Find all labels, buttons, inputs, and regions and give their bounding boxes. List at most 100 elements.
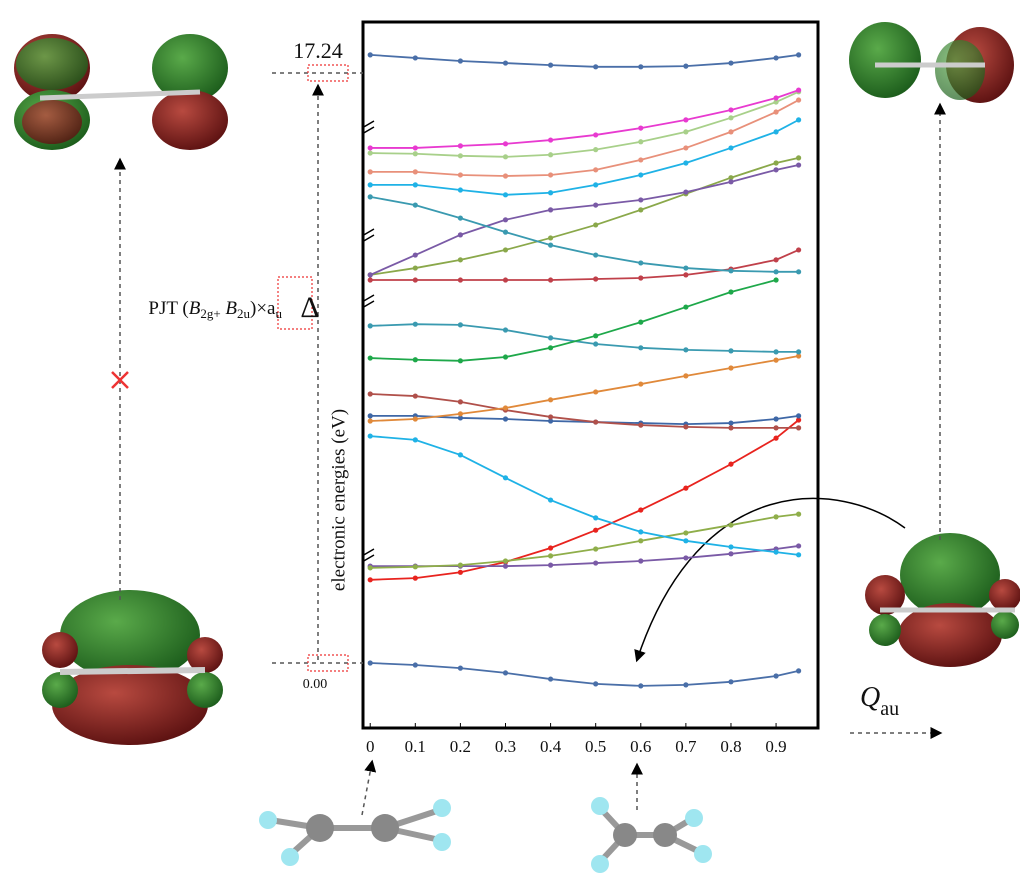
data-point bbox=[503, 670, 508, 675]
data-point bbox=[458, 58, 463, 63]
x-tick-label: 0.3 bbox=[495, 737, 516, 756]
series-line bbox=[370, 158, 798, 275]
data-point bbox=[728, 129, 733, 134]
data-point bbox=[413, 437, 418, 442]
data-point bbox=[683, 486, 688, 491]
data-point bbox=[458, 411, 463, 416]
data-point bbox=[773, 436, 778, 441]
data-point bbox=[728, 679, 733, 684]
data-point bbox=[683, 424, 688, 429]
data-point bbox=[503, 558, 508, 563]
x-tick-label: 0.1 bbox=[405, 737, 426, 756]
data-point bbox=[773, 95, 778, 100]
data-point bbox=[548, 545, 553, 550]
data-point bbox=[593, 333, 598, 338]
data-point bbox=[458, 666, 463, 671]
data-point bbox=[638, 139, 643, 144]
figure: 00.10.20.30.40.50.60.70.80.917.240.00 Δ … bbox=[0, 0, 1020, 881]
data-point bbox=[503, 141, 508, 146]
delta-label: Δ bbox=[300, 291, 319, 324]
data-point bbox=[458, 172, 463, 177]
data-point bbox=[548, 553, 553, 558]
data-point bbox=[458, 277, 463, 282]
data-point bbox=[796, 269, 801, 274]
data-point bbox=[548, 207, 553, 212]
data-point bbox=[728, 425, 733, 430]
data-point bbox=[593, 276, 598, 281]
data-point bbox=[728, 522, 733, 527]
y-axis-label: electronic energies (eV) bbox=[328, 409, 349, 591]
data-point bbox=[413, 576, 418, 581]
data-point bbox=[683, 265, 688, 270]
data-point bbox=[728, 107, 733, 112]
orbital-bottom-right bbox=[865, 533, 1020, 667]
data-point bbox=[413, 202, 418, 207]
data-point bbox=[638, 558, 643, 563]
data-point bbox=[548, 235, 553, 240]
data-point bbox=[728, 544, 733, 549]
data-point bbox=[638, 423, 643, 428]
data-point bbox=[413, 277, 418, 282]
data-point bbox=[368, 182, 373, 187]
data-point bbox=[683, 304, 688, 309]
data-point bbox=[458, 153, 463, 158]
plot-frame bbox=[363, 22, 818, 728]
data-point bbox=[458, 570, 463, 575]
data-point bbox=[413, 322, 418, 327]
data-point bbox=[548, 335, 553, 340]
data-point bbox=[593, 546, 598, 551]
data-point bbox=[728, 462, 733, 467]
data-point bbox=[413, 145, 418, 150]
data-point bbox=[593, 182, 598, 187]
data-point bbox=[503, 405, 508, 410]
x-tick-label: 0.4 bbox=[540, 737, 562, 756]
data-point bbox=[683, 373, 688, 378]
data-point bbox=[548, 172, 553, 177]
data-point bbox=[593, 389, 598, 394]
data-point bbox=[413, 151, 418, 156]
data-point bbox=[728, 551, 733, 556]
data-point bbox=[503, 192, 508, 197]
series-line bbox=[370, 420, 798, 580]
data-point bbox=[728, 145, 733, 150]
data-point bbox=[638, 260, 643, 265]
data-point bbox=[683, 145, 688, 150]
data-point bbox=[638, 64, 643, 69]
data-point bbox=[638, 538, 643, 543]
data-point bbox=[368, 355, 373, 360]
data-point bbox=[593, 202, 598, 207]
x-tick-label: 0 bbox=[366, 737, 375, 756]
data-point bbox=[458, 563, 463, 568]
data-point bbox=[413, 265, 418, 270]
series-line bbox=[370, 90, 798, 148]
data-point bbox=[548, 63, 553, 68]
data-point bbox=[683, 129, 688, 134]
data-point bbox=[458, 399, 463, 404]
series-line bbox=[370, 663, 798, 686]
data-point bbox=[413, 182, 418, 187]
data-point bbox=[548, 676, 553, 681]
data-point bbox=[548, 563, 553, 568]
x-tick-label: 0.5 bbox=[585, 737, 606, 756]
data-point bbox=[413, 55, 418, 60]
data-point bbox=[368, 272, 373, 277]
data-point bbox=[593, 147, 598, 152]
data-point bbox=[683, 347, 688, 352]
data-point bbox=[683, 555, 688, 560]
data-point bbox=[773, 358, 778, 363]
series-line bbox=[370, 197, 798, 272]
data-point bbox=[458, 143, 463, 148]
data-point bbox=[503, 247, 508, 252]
data-point bbox=[638, 125, 643, 130]
data-point bbox=[368, 660, 373, 665]
orbital-top-right bbox=[849, 22, 1014, 103]
level-label: 0.00 bbox=[303, 677, 328, 692]
data-point bbox=[796, 543, 801, 548]
data-point bbox=[503, 416, 508, 421]
data-point bbox=[503, 217, 508, 222]
data-point bbox=[796, 162, 801, 167]
data-point bbox=[773, 673, 778, 678]
data-point bbox=[458, 232, 463, 237]
data-point bbox=[796, 512, 801, 517]
data-point bbox=[593, 681, 598, 686]
